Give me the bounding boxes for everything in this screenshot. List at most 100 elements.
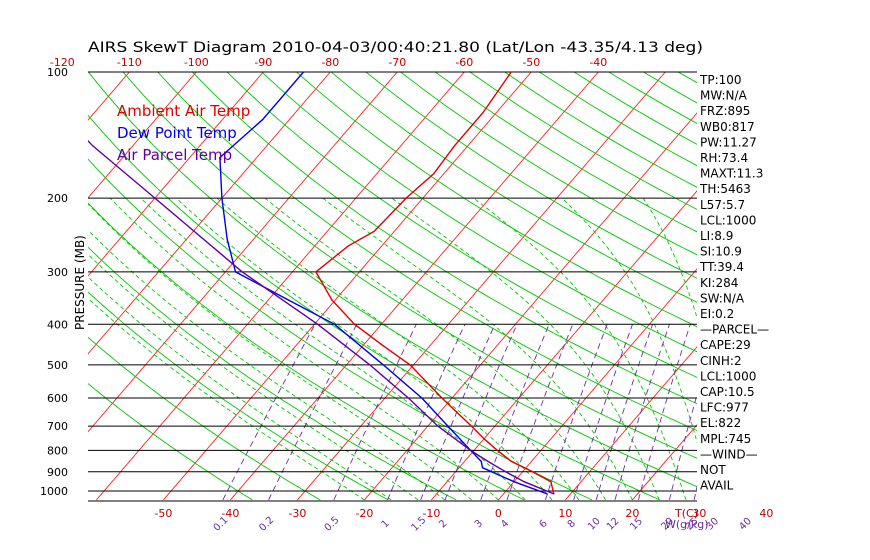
x-axis-label: T(C)	[674, 507, 698, 520]
top-temp-tick-label: -70	[388, 56, 406, 69]
series-line	[88, 139, 555, 495]
index-item: NOT	[700, 463, 726, 477]
bottom-temp-tick-label: 20	[625, 507, 639, 520]
series-point	[483, 438, 485, 440]
series-point	[421, 397, 423, 399]
series-point	[550, 481, 552, 483]
dry-adiabat-line	[157, 72, 697, 432]
top-temp-tick-label: -40	[589, 56, 607, 69]
series-point	[287, 299, 289, 301]
top-temp-tick-label: -80	[321, 56, 339, 69]
moist-adiabat-line	[109, 197, 499, 501]
series-point	[505, 471, 507, 473]
index-item: WB0:817	[700, 120, 755, 134]
grid-layer	[88, 72, 870, 501]
bottom-temp-tick-label: -30	[288, 507, 306, 520]
dry-adiabat-line	[400, 72, 697, 256]
series-point	[447, 425, 449, 427]
series-point	[92, 145, 94, 147]
series-point	[405, 197, 407, 199]
series-point	[22, 71, 23, 72]
dry-adiabat-line	[88, 336, 321, 501]
legend-item-dewpoint: Dew Point Temp	[117, 124, 237, 142]
isotherm-line	[498, 268, 697, 501]
index-item: LCL:1000	[700, 369, 756, 383]
isotherm-line	[88, 72, 398, 433]
dry-adiabat-line	[88, 114, 661, 501]
series-point	[487, 460, 489, 462]
index-item: MW:N/A	[700, 89, 748, 103]
index-item: LCL:1000	[700, 213, 756, 227]
moist-adiabat-line	[140, 197, 526, 501]
index-item: —PARCEL—	[700, 323, 769, 337]
index-item: RH:73.4	[700, 151, 748, 165]
series-point	[496, 449, 498, 451]
index-item: FRZ:895	[700, 104, 750, 118]
series-point	[453, 145, 456, 147]
mixing-ratio-tick-label: 40	[737, 516, 754, 533]
index-item: CINH:2	[700, 354, 742, 368]
series-point	[510, 460, 512, 462]
moist-adiabat-line	[264, 197, 606, 501]
mixing-ratio-line	[222, 324, 316, 501]
isotherm-line	[632, 424, 697, 501]
series-point	[221, 197, 223, 199]
bottom-temp-tick-label: -20	[355, 507, 373, 520]
mixing-ratio-line	[544, 324, 608, 501]
moist-adiabat-line	[216, 197, 580, 501]
bottom-temp-tick-label: 0	[495, 507, 502, 520]
isotherm-line	[88, 72, 331, 355]
dry-adiabat-line	[817, 72, 870, 500]
mixing-ratio-line	[444, 324, 518, 501]
series-point	[441, 397, 443, 399]
dry-adiabat-line	[469, 72, 697, 210]
series-point	[480, 460, 482, 462]
index-item: EL:822	[700, 416, 741, 430]
isotherm-line	[364, 112, 697, 501]
mixing-ratio-line	[333, 324, 417, 501]
mixing-ratio-tick-label: 4	[499, 518, 511, 530]
index-item: —WIND—	[700, 447, 758, 461]
series-point	[302, 72, 305, 73]
series-line	[314, 72, 555, 495]
dry-adiabat-line	[435, 72, 697, 233]
series-point	[531, 471, 534, 473]
index-item: MAXT:11.3	[700, 167, 763, 181]
dry-adiabat-line	[782, 72, 870, 500]
isotherm-line	[96, 72, 465, 501]
moist-adiabat-line	[88, 297, 365, 501]
index-item: TP:100	[699, 73, 742, 87]
top-temp-tick-label: -100	[184, 56, 209, 69]
top-temp-tick-label: -50	[522, 56, 540, 69]
mixing-ratio-tick-label: 0.2	[257, 515, 276, 534]
moist-adiabat-line	[391, 197, 660, 501]
series-point	[382, 364, 384, 366]
bottom-temp-tick-label: 30	[692, 507, 706, 520]
pressure-tick-label: 600	[47, 392, 68, 405]
series-point	[354, 323, 356, 325]
isotherm-line	[833, 72, 870, 500]
mixing-ratio-line	[614, 324, 670, 501]
moist-adiabat-line	[322, 197, 633, 501]
series-point	[407, 397, 409, 399]
index-item: AVAIL	[700, 479, 734, 493]
dry-adiabat-line	[296, 72, 697, 328]
isotherm-line	[88, 72, 264, 277]
index-item: LI:8.9	[700, 229, 733, 243]
moist-adiabat-line	[88, 276, 392, 501]
bottom-temp-tick-label: 10	[558, 507, 572, 520]
series-point	[347, 245, 349, 247]
mixing-ratio-line	[573, 324, 633, 501]
y-axis-label: PRESSURE (MB)	[73, 235, 87, 330]
series-point	[226, 238, 228, 240]
dry-adiabat-line	[88, 291, 389, 501]
mixing-ratio-tick-label: 0.5	[323, 515, 342, 534]
mixing-ratio-line	[480, 324, 550, 501]
dry-adiabat-line	[226, 72, 697, 378]
series-point	[261, 119, 264, 121]
bottom-temp-tick-label: -50	[154, 507, 172, 520]
isotherm-line	[297, 72, 666, 501]
dry-adiabat-line	[88, 72, 697, 488]
mixing-ratio-line	[638, 324, 691, 501]
